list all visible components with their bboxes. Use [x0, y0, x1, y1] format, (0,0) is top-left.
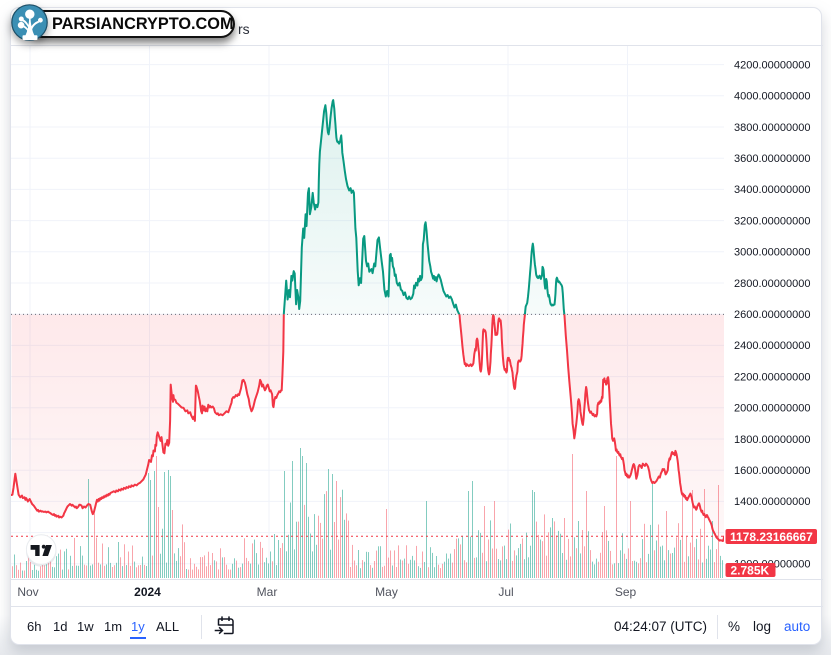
- svg-text:2800.00000000: 2800.00000000: [734, 278, 810, 290]
- svg-text:3200.00000000: 3200.00000000: [734, 215, 810, 227]
- svg-text:Mar: Mar: [257, 585, 278, 599]
- svg-text:2024: 2024: [134, 585, 161, 599]
- svg-text:1800.00000000: 1800.00000000: [734, 434, 810, 446]
- svg-text:Nov: Nov: [17, 585, 38, 599]
- svg-text:2.785K: 2.785K: [731, 564, 770, 578]
- svg-text:3000.00000000: 3000.00000000: [734, 247, 810, 259]
- svg-text:3800.00000000: 3800.00000000: [734, 122, 810, 134]
- svg-text:4000.00000000: 4000.00000000: [734, 91, 810, 103]
- svg-text:May: May: [375, 585, 398, 599]
- svg-text:3600.00000000: 3600.00000000: [734, 153, 810, 165]
- svg-text:Sep: Sep: [615, 585, 637, 599]
- svg-text:1178.23166667: 1178.23166667: [730, 530, 813, 544]
- svg-text:1600.00000000: 1600.00000000: [734, 465, 810, 477]
- svg-text:4200.00000000: 4200.00000000: [734, 59, 810, 71]
- svg-text:2000.00000000: 2000.00000000: [734, 403, 810, 415]
- svg-text:2200.00000000: 2200.00000000: [734, 371, 810, 383]
- svg-text:1400.00000000: 1400.00000000: [734, 496, 810, 508]
- svg-text:2600.00000000: 2600.00000000: [734, 309, 810, 321]
- svg-text:2400.00000000: 2400.00000000: [734, 340, 810, 352]
- svg-text:3400.00000000: 3400.00000000: [734, 184, 810, 196]
- svg-text:Jul: Jul: [498, 585, 513, 599]
